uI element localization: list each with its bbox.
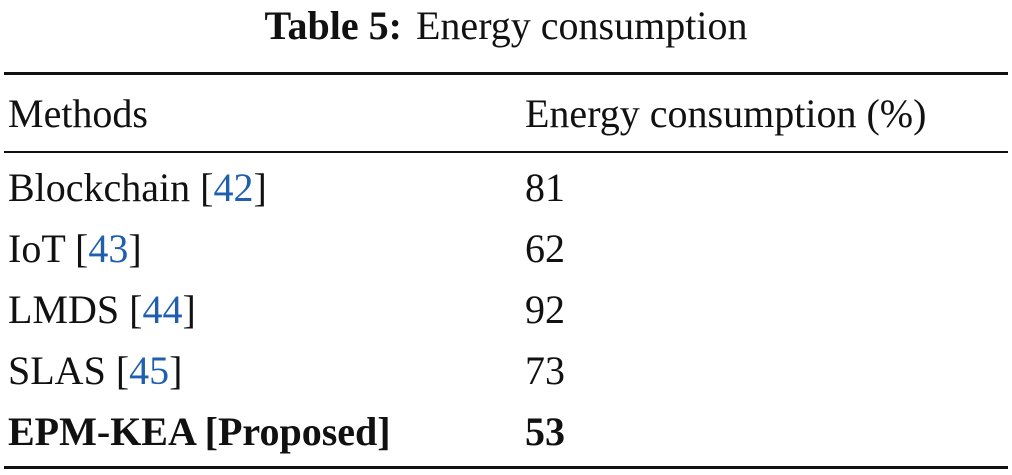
table-caption: Table 5: Energy consumption bbox=[0, 2, 1012, 50]
caption-label: Table 5: bbox=[264, 3, 402, 48]
citation[interactable]: [43] bbox=[75, 226, 142, 271]
bottom-rule bbox=[4, 466, 1008, 469]
citation[interactable]: [44] bbox=[129, 287, 196, 332]
method-cell: EPM-KEA [Proposed] bbox=[8, 408, 391, 456]
column-header: Methods bbox=[8, 91, 148, 136]
method-name: Blockchain bbox=[8, 165, 191, 210]
citation[interactable]: [45] bbox=[115, 348, 183, 393]
method-name: IoT bbox=[8, 226, 66, 271]
value-cell: 53 bbox=[525, 409, 565, 454]
value-cell: 92 bbox=[525, 287, 565, 332]
method-cell: Blockchain [42] bbox=[8, 164, 267, 212]
method-name: LMDS bbox=[8, 287, 120, 332]
header-rule bbox=[4, 151, 1008, 153]
method-cell: IoT [43] bbox=[8, 225, 142, 273]
caption-text: Energy consumption bbox=[416, 3, 748, 48]
value-cell: 62 bbox=[525, 226, 565, 271]
top-rule bbox=[4, 72, 1008, 75]
method-name: EPM-KEA [Proposed] bbox=[8, 409, 391, 454]
column-header: Energy consumption (%) bbox=[525, 91, 927, 136]
citation[interactable]: [42] bbox=[200, 165, 267, 210]
method-name: SLAS bbox=[8, 348, 106, 393]
method-cell: LMDS [44] bbox=[8, 286, 196, 334]
value-cell: 81 bbox=[525, 165, 565, 210]
value-cell: 73 bbox=[525, 348, 565, 393]
method-cell: SLAS [45] bbox=[8, 347, 182, 395]
